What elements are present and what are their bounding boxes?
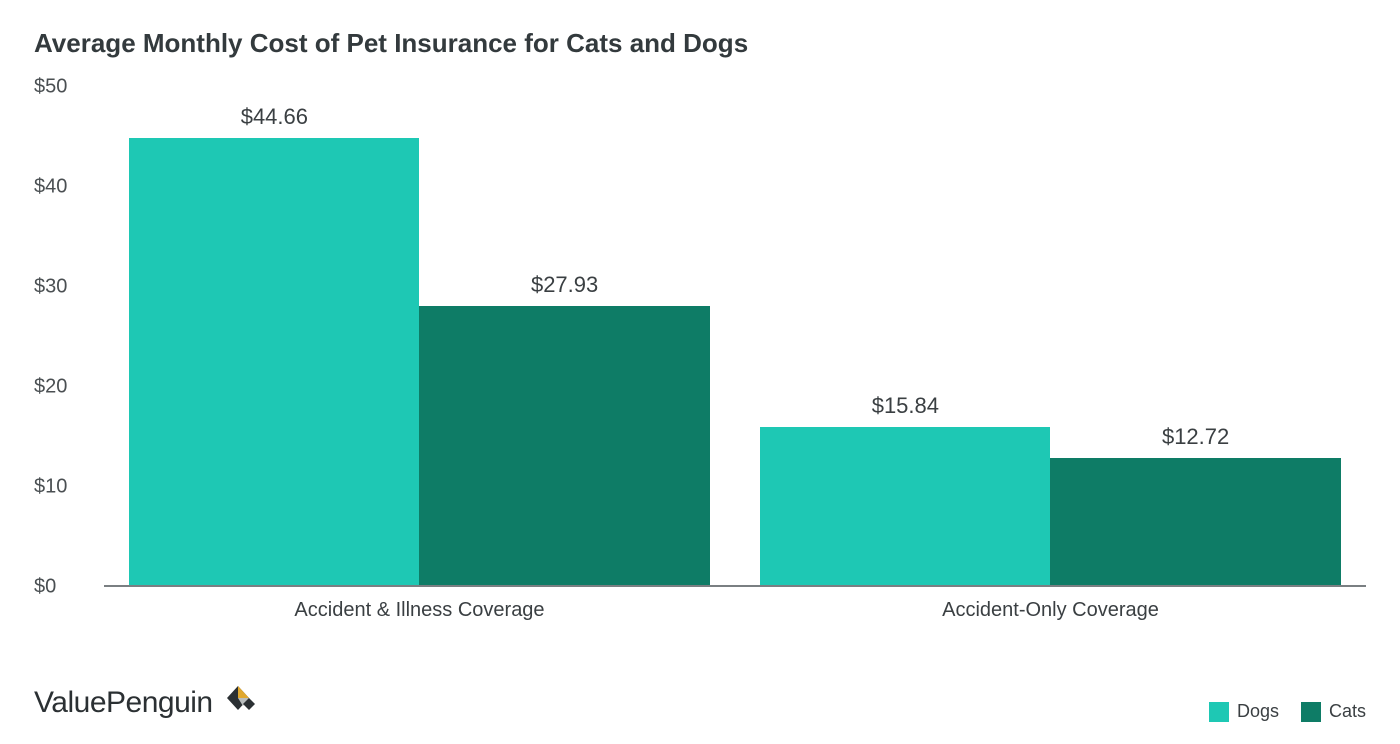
x-tick-label: Accident-Only Coverage bbox=[942, 599, 1159, 622]
x-tick-label: Accident & Illness Coverage bbox=[294, 599, 544, 622]
legend-label: Cats bbox=[1329, 701, 1366, 722]
legend-label: Dogs bbox=[1237, 701, 1279, 722]
chart-footer: ValuePenguin Dogs Cats bbox=[34, 684, 1366, 722]
legend-item-cats: Cats bbox=[1301, 701, 1366, 722]
y-tick-label: $0 bbox=[34, 576, 84, 599]
legend-swatch bbox=[1209, 702, 1229, 722]
bar-dogs: $15.84 bbox=[760, 427, 1050, 585]
plot-area: $44.66$27.93$15.84$12.72 bbox=[104, 87, 1366, 587]
chart-area: $0$10$20$30$40$50 $44.66$27.93$15.84$12.… bbox=[34, 87, 1366, 627]
legend: Dogs Cats bbox=[1209, 701, 1366, 722]
chart-title: Average Monthly Cost of Pet Insurance fo… bbox=[34, 28, 1366, 59]
y-tick-label: $20 bbox=[34, 376, 84, 399]
y-axis: $0$10$20$30$40$50 bbox=[34, 87, 94, 587]
y-tick-label: $10 bbox=[34, 476, 84, 499]
bar-cats: $27.93 bbox=[419, 306, 709, 585]
bar-cats: $12.72 bbox=[1050, 458, 1340, 585]
legend-swatch bbox=[1301, 702, 1321, 722]
x-axis: Accident & Illness Coverage Accident-Only… bbox=[104, 591, 1366, 627]
bar-group: $44.66$27.93 bbox=[129, 87, 710, 585]
bar-value-label: $27.93 bbox=[419, 272, 709, 306]
bar-group: $15.84$12.72 bbox=[760, 87, 1341, 585]
bar-value-label: $44.66 bbox=[129, 104, 419, 138]
bar-dogs: $44.66 bbox=[129, 138, 419, 585]
bar-value-label: $12.72 bbox=[1050, 424, 1340, 458]
y-tick-label: $30 bbox=[34, 276, 84, 299]
legend-item-dogs: Dogs bbox=[1209, 701, 1279, 722]
y-tick-label: $40 bbox=[34, 176, 84, 199]
brand-logo: ValuePenguin bbox=[34, 684, 257, 722]
penguin-icon bbox=[219, 684, 257, 722]
bar-value-label: $15.84 bbox=[760, 393, 1050, 427]
brand-name: ValuePenguin bbox=[34, 686, 213, 720]
y-tick-label: $50 bbox=[34, 76, 84, 99]
